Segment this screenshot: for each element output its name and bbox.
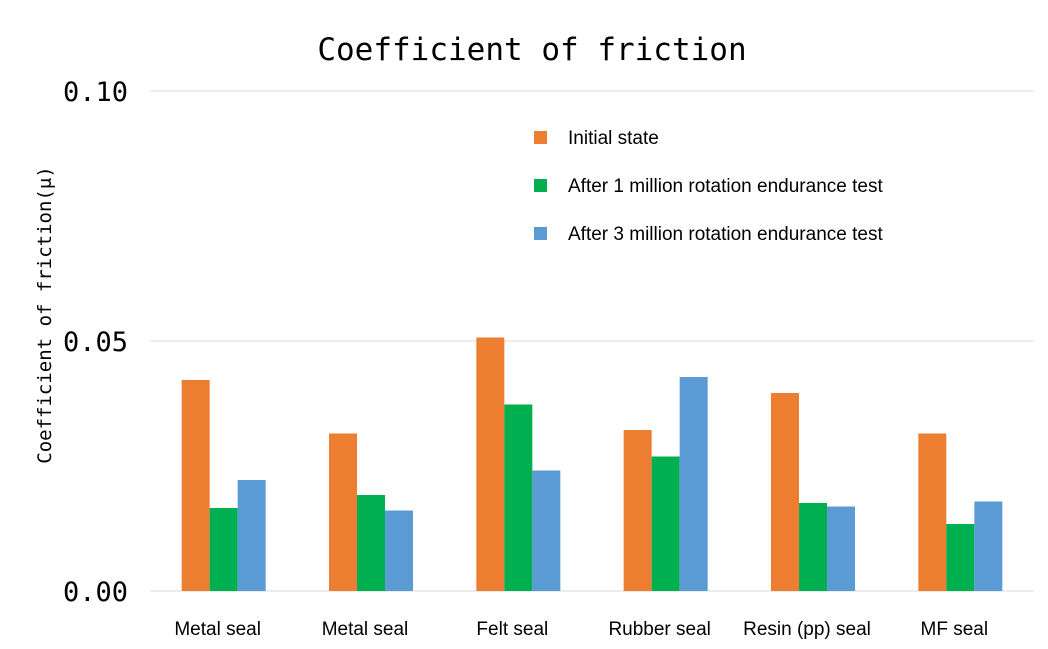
x-tick-label: Rubber seal xyxy=(608,619,710,640)
bar-1-5 xyxy=(771,393,799,591)
legend: Initial state After 1 million rotation en… xyxy=(534,128,883,245)
gridlines xyxy=(150,90,1034,592)
y-tick-label: 0.10 xyxy=(63,77,128,108)
y-tick-label: 0.05 xyxy=(63,327,128,358)
bar-2-1 xyxy=(209,508,238,591)
bar-3-5 xyxy=(827,506,855,591)
bar-1-1 xyxy=(181,380,210,591)
chart-title: Coefficient of friction xyxy=(317,32,746,68)
bar-3-2 xyxy=(385,510,413,591)
legend-swatch xyxy=(534,227,547,240)
bar-3-3 xyxy=(532,470,561,591)
legend-swatch xyxy=(534,179,547,192)
bar-2-6 xyxy=(946,524,975,591)
bar-1-2 xyxy=(329,433,357,591)
bar-1-3 xyxy=(476,337,505,591)
x-tick-label: Felt seal xyxy=(476,619,548,640)
legend-label: After 1 million rotation endurance test xyxy=(568,176,883,197)
bar-3-6 xyxy=(974,501,1003,591)
bar-3-1 xyxy=(237,480,266,591)
y-axis-label: Coefficient of friction(μ) xyxy=(34,166,56,463)
x-axis-ticks: Metal seal Metal seal Felt seal Rubber seal… xyxy=(174,619,988,640)
bar-2-5 xyxy=(799,503,827,591)
legend-swatch xyxy=(534,131,547,144)
x-tick-label: MF seal xyxy=(921,619,989,640)
bar-1-4 xyxy=(623,430,652,591)
y-tick-label: 0.00 xyxy=(63,577,128,608)
bars xyxy=(181,337,1003,591)
bar-2-2 xyxy=(357,495,385,591)
legend-label: After 3 million rotation endurance test xyxy=(568,224,883,245)
x-tick-label: Metal seal xyxy=(322,619,409,640)
y-axis-ticks: 0.00 0.05 0.10 xyxy=(63,77,128,608)
bar-3-4 xyxy=(679,377,708,591)
x-tick-label: Metal seal xyxy=(174,619,261,640)
bar-1-6 xyxy=(918,433,947,591)
x-tick-label: Resin (pp) seal xyxy=(743,619,871,640)
bar-2-3 xyxy=(504,404,533,591)
legend-label: Initial state xyxy=(568,128,659,149)
bar-2-4 xyxy=(651,456,680,591)
